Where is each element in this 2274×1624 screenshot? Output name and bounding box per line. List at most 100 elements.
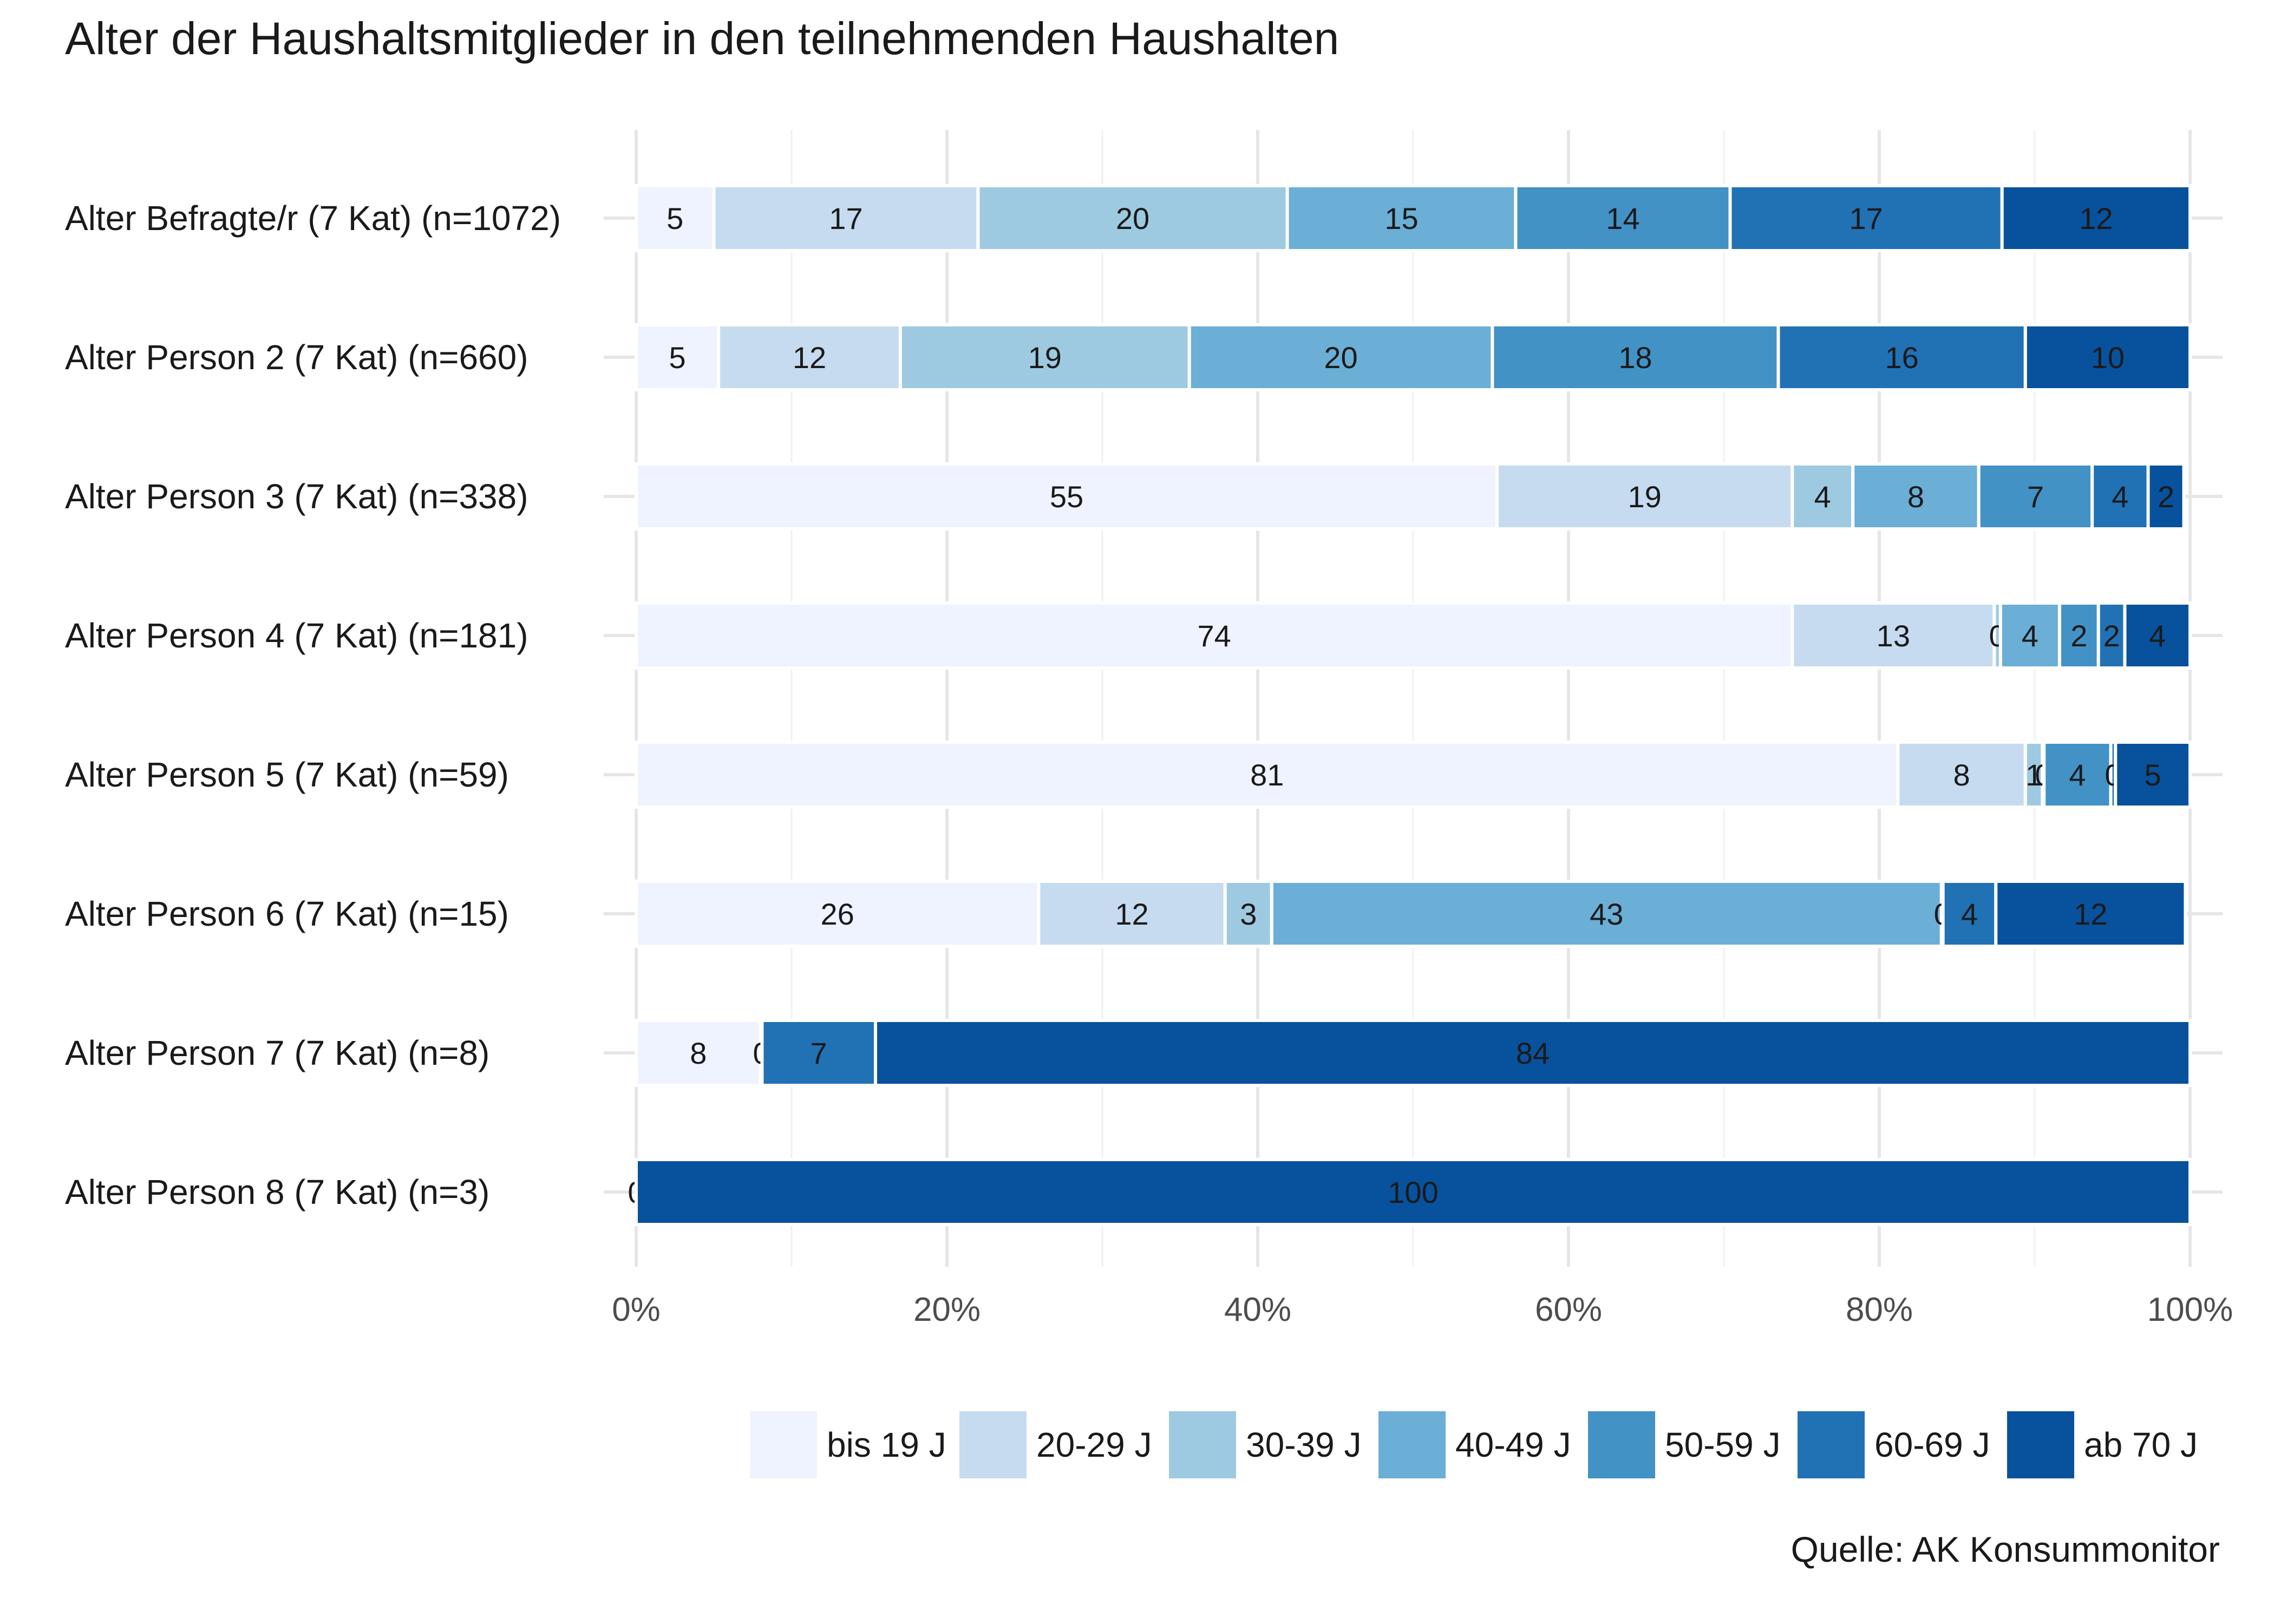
data-label: 17 (1849, 201, 1883, 235)
category-label: Alter Befragte/r (7 Kat) (n=1072) (65, 199, 561, 238)
legend-label: 60-69 J (1874, 1425, 1990, 1464)
bar-segment (2057, 601, 2100, 670)
category-label: Alter Person 7 (7 Kat) (n=8) (65, 1033, 489, 1072)
data-label: 12 (1115, 897, 1148, 931)
legend-key (1169, 1411, 1236, 1478)
data-label: 15 (1384, 201, 1418, 235)
bar-segment (873, 1019, 2192, 1087)
x-tick-label: 40% (1224, 1291, 1291, 1328)
bar-segment (2023, 323, 2192, 391)
legend-key (1588, 1411, 1655, 1478)
data-label: 100 (1388, 1175, 1438, 1209)
bar-segment (976, 184, 1289, 252)
data-label: 7 (2027, 480, 2044, 514)
legend-key (750, 1411, 817, 1478)
category-label: Alter Person 3 (7 Kat) (n=338) (65, 477, 528, 516)
category-label: Alter Person 4 (7 Kat) (n=181) (65, 616, 528, 655)
data-label: 18 (1618, 340, 1652, 375)
x-tick-label: 0% (612, 1291, 661, 1328)
category-labels: Alter Befragte/r (7 Kat) (n=1072) Alter P… (65, 199, 561, 1212)
data-label: 7 (811, 1036, 827, 1070)
bar-segment (635, 323, 721, 391)
bar-segment (1791, 601, 1996, 670)
x-tick-label: 60% (1535, 1291, 1602, 1328)
bar-segment (1223, 880, 1273, 948)
data-label: 10 (2091, 340, 2125, 375)
chart-title: Alter der Haushaltsmitglieder in den tei… (65, 13, 1339, 64)
bar-segment (717, 323, 902, 391)
data-label: 14 (1606, 201, 1639, 235)
data-label: 4 (2022, 619, 2038, 653)
data-label: 26 (821, 897, 854, 931)
bar-segment (1285, 184, 1518, 252)
data-label: 5 (2145, 758, 2161, 792)
legend-label: 40-49 J (1455, 1425, 1571, 1464)
data-label: 1 (2025, 758, 2042, 792)
data-label: 43 (1590, 897, 1623, 931)
bar-segment (1994, 880, 2187, 948)
bar-segment (635, 741, 1900, 809)
data-label: 2 (2158, 480, 2174, 514)
data-label: 55 (1050, 480, 1083, 514)
legend-key (959, 1411, 1027, 1478)
category-label: Alter Person 2 (7 Kat) (n=660) (65, 338, 528, 377)
x-tick-label: 80% (1846, 1291, 1913, 1328)
legend-key (2007, 1411, 2074, 1478)
data-label: 12 (2079, 201, 2113, 235)
category-label: Alter Person 8 (7 Kat) (n=3) (65, 1173, 489, 1212)
data-label: 13 (1877, 619, 1910, 653)
bar-segment (2096, 601, 2127, 670)
legend-key (1378, 1411, 1446, 1478)
grid (604, 130, 2223, 1267)
legend-label: 20-29 J (1036, 1425, 1152, 1464)
bar-segment (2042, 741, 2113, 809)
data-label: 17 (829, 201, 862, 235)
legend-key (1798, 1411, 1865, 1478)
data-label: 19 (1028, 340, 1062, 375)
legend-label: ab 70 J (2084, 1425, 2198, 1464)
bar-segment (898, 323, 1191, 391)
bar-segment (2000, 184, 2192, 252)
data-label: 20 (1116, 201, 1149, 235)
data-label: 81 (1250, 758, 1284, 792)
data-label: 84 (1516, 1036, 1550, 1070)
data-label: 12 (793, 340, 826, 375)
data-label: 74 (1197, 619, 1231, 653)
bar-segment (1270, 880, 1943, 948)
data-label: 5 (669, 340, 685, 375)
bar-segment (2114, 741, 2192, 809)
data-label: 4 (2149, 619, 2166, 653)
data-label: 2 (2103, 619, 2120, 653)
data-label: 8 (690, 1036, 707, 1070)
bar-segment (2146, 462, 2186, 531)
bar-segment (635, 184, 716, 252)
data-label: 4 (2069, 758, 2086, 792)
data-label: 5 (666, 201, 683, 235)
data-label: 4 (2112, 480, 2128, 514)
x-tick-label: 20% (913, 1291, 981, 1328)
bar-segment (635, 1019, 762, 1087)
data-label: 4 (1814, 480, 1831, 514)
bar-segment (635, 462, 1499, 531)
data-label: 4 (1961, 897, 1978, 931)
data-label: 8 (1907, 480, 1924, 514)
chart-caption: Quelle: AK Konsummonitor (1791, 1529, 2220, 1569)
data-label: 16 (1885, 340, 1918, 375)
data-label: 19 (1628, 480, 1661, 514)
category-label: Alter Person 6 (7 Kat) (n=15) (65, 894, 509, 933)
legend-label: bis 19 J (827, 1425, 946, 1464)
data-label: 8 (1953, 758, 1970, 792)
bar-segment (1037, 880, 1227, 948)
data-label: 2 (2070, 619, 2087, 653)
data-label: 20 (1324, 340, 1357, 375)
bar-segment (635, 880, 1041, 948)
legend-label: 50-59 J (1665, 1425, 1780, 1464)
bar-segment (712, 184, 980, 252)
bar-segment (1941, 880, 1998, 948)
x-tick-label: 100% (2147, 1291, 2233, 1328)
bar-segment (1187, 323, 1494, 391)
bar-segment (1728, 184, 2004, 252)
data-label: 12 (2074, 897, 2107, 931)
